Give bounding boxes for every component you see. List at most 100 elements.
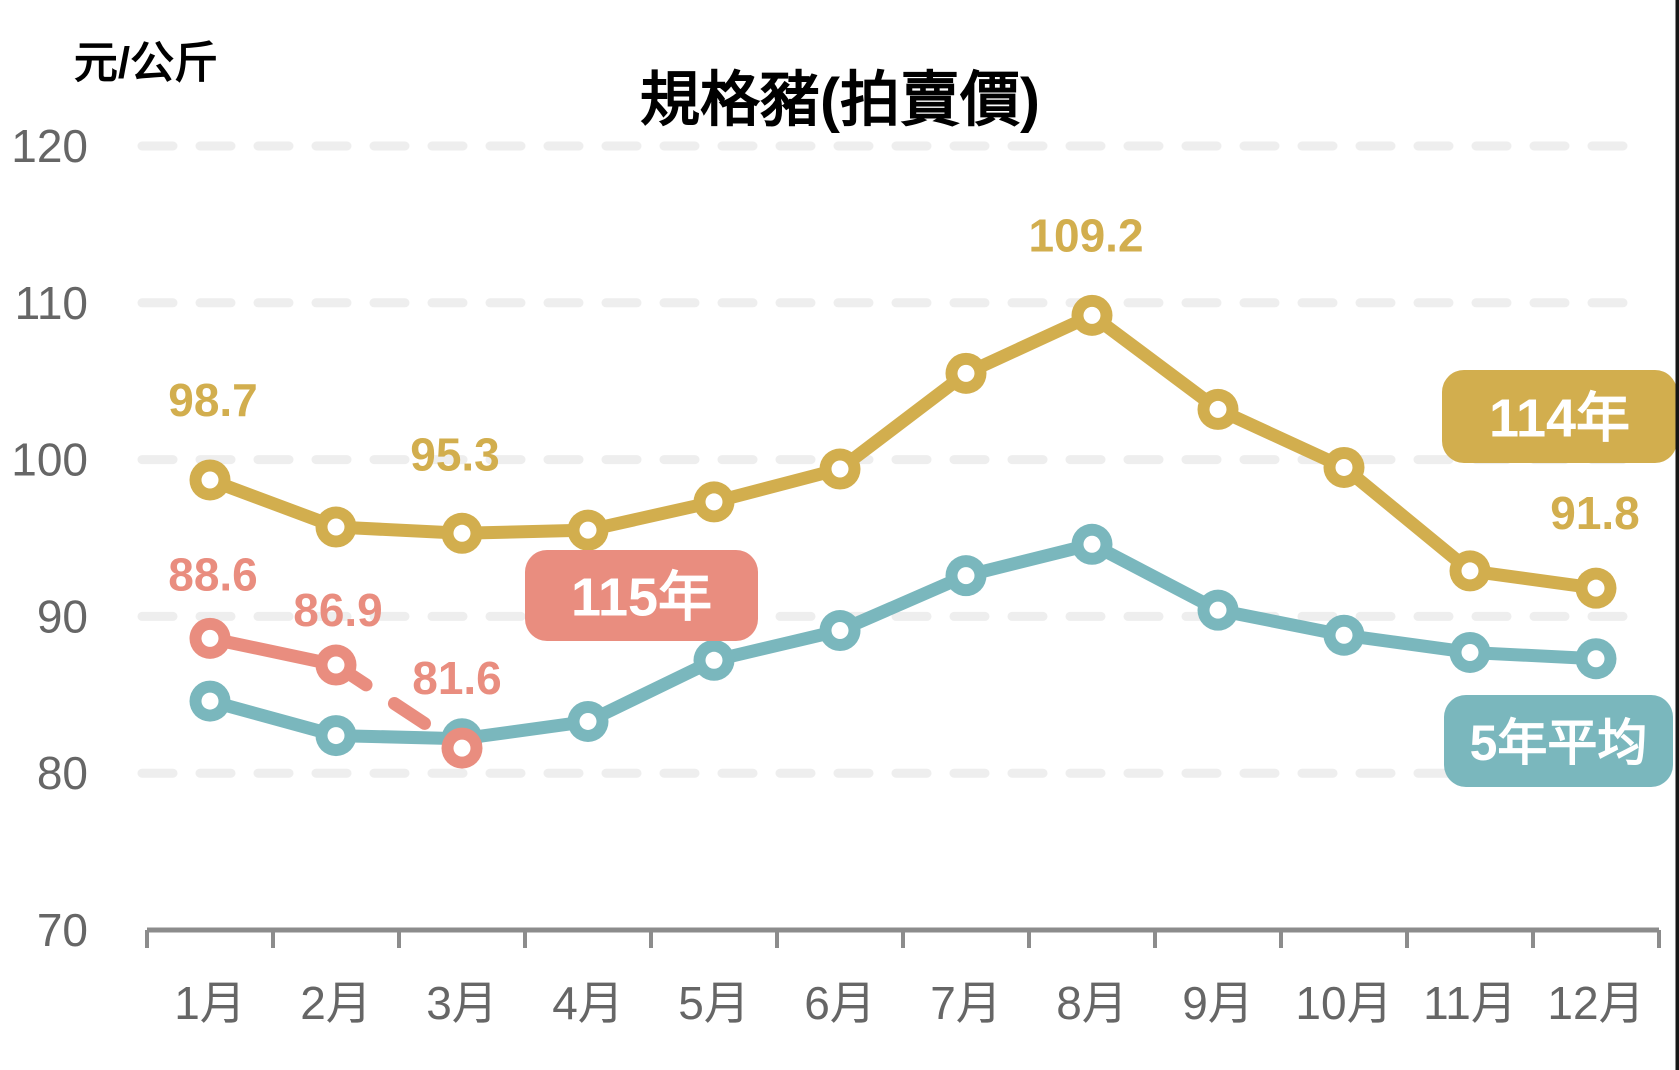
y-tick-label: 120 [11, 120, 88, 172]
legend-badge-pill [1444, 695, 1673, 787]
series-segment [203, 631, 343, 672]
data-point-marker-hole [957, 567, 975, 585]
series-segment [203, 694, 343, 743]
data-point-marker-hole [1209, 400, 1227, 418]
series-y114 [189, 294, 1617, 609]
legend-badge-label: 5年平均 [1470, 715, 1648, 771]
data-point-marker-hole [1209, 601, 1227, 619]
legend-badge-y115: 115年 [525, 550, 758, 641]
series-segment [707, 624, 847, 667]
point-value-label: 95.3 [410, 428, 500, 480]
x-tick-label: 12月 [1547, 977, 1644, 1029]
y-tick-label: 100 [11, 434, 88, 486]
data-point-marker-hole [1083, 535, 1101, 553]
series-segment [329, 520, 469, 540]
series-segment [1085, 537, 1225, 617]
legend-badge-label: 114年 [1489, 389, 1630, 449]
data-point-marker-hole [579, 521, 597, 539]
point-value-label: 81.6 [412, 652, 502, 704]
right-edge-border-line [1675, 0, 1679, 1070]
x-tick-label: 9月 [1182, 977, 1254, 1029]
data-point-marker-hole [201, 629, 219, 647]
series-segment [1337, 628, 1477, 659]
y-axis-unit-label: 元/公斤 [74, 39, 218, 88]
series-segment [1211, 402, 1351, 474]
series-segment [203, 473, 343, 534]
data-point-marker-hole [1587, 650, 1605, 668]
legend-badge-pill [525, 550, 758, 641]
x-axis-labels: 1月 2月 3月 4月 5月 6月 7月 8月 9月 10月 11月 12月 [174, 977, 1644, 1029]
series-segment [1211, 603, 1351, 642]
y-tick-label: 90 [37, 590, 88, 642]
data-point-marker-hole [1587, 579, 1605, 597]
data-point-marker-hole [957, 364, 975, 382]
data-point-marker-hole [1461, 562, 1479, 580]
legend-badges: 115年 114年 5年平均 [525, 370, 1677, 787]
series-segment [1463, 564, 1603, 595]
x-tick-label: 8月 [1056, 977, 1128, 1029]
x-tick-label: 6月 [804, 977, 876, 1029]
series-avg5 [189, 523, 1617, 760]
gridlines [137, 141, 1655, 778]
series-segment [581, 495, 721, 537]
x-tick-label: 1月 [174, 977, 246, 1029]
data-point-marker-hole [453, 524, 471, 542]
series-segment [1085, 308, 1225, 416]
series-segment [959, 308, 1099, 380]
y-tick-label: 110 [15, 277, 88, 329]
series-segment [581, 653, 721, 728]
data-point-marker-hole [1083, 306, 1101, 324]
series-segment [1337, 460, 1477, 578]
series-segment [455, 523, 595, 540]
data-point-marker-hole [831, 622, 849, 640]
data-point-marker-hole [327, 727, 345, 745]
point-value-label: 88.6 [168, 548, 258, 600]
x-tick-label: 10月 [1295, 977, 1392, 1029]
point-value-label: 91.8 [1550, 487, 1640, 539]
y-axis-labels: 120 110 100 90 80 70 [11, 120, 88, 956]
data-point-marker-hole [831, 460, 849, 478]
series-segment-dashed [329, 658, 469, 755]
series-y115 [189, 617, 483, 769]
data-point-marker-hole [201, 471, 219, 489]
y-tick-label: 80 [37, 747, 88, 799]
legend-badge-avg5: 5年平均 [1444, 695, 1673, 787]
data-point-marker-hole [1335, 626, 1353, 644]
x-tick-label: 11月 [1423, 977, 1517, 1029]
series-segment [707, 462, 847, 509]
series-segment [959, 537, 1099, 583]
data-point-marker-hole [201, 692, 219, 710]
point-value-label: 109.2 [1028, 209, 1143, 261]
series-segment [833, 366, 973, 476]
right-edge-border [1675, 0, 1679, 1070]
legend-badge-pill [1442, 370, 1677, 463]
data-point-marker-hole [327, 656, 345, 674]
x-tick-label: 5月 [678, 977, 750, 1029]
data-point-marker-hole [453, 739, 471, 757]
x-tick-label: 2月 [300, 977, 372, 1029]
x-tick-label: 3月 [426, 977, 498, 1029]
legend-badge-label: 115年 [571, 568, 712, 628]
x-axis [145, 927, 1661, 948]
data-point-marker-hole [327, 518, 345, 536]
series-segment [329, 729, 469, 746]
data-point-marker-hole [1461, 643, 1479, 661]
data-point-marker-hole [705, 651, 723, 669]
data-point-marker-hole [579, 712, 597, 730]
series-segment [833, 569, 973, 638]
data-point-marker-hole [705, 493, 723, 511]
legend-badge-y114: 114年 [1442, 370, 1677, 463]
value-labels: 88.6 86.9 81.6 98.7 95.3 109.2 91.8 [168, 209, 1640, 704]
chart-title: 規格豬(拍賣價) [640, 67, 1040, 134]
data-point-marker-hole [1335, 458, 1353, 476]
y-tick-label: 70 [37, 904, 88, 956]
series-segment [1463, 645, 1603, 666]
series-segment [455, 714, 595, 746]
point-value-label: 98.7 [168, 374, 258, 426]
x-tick-label: 7月 [930, 977, 1002, 1029]
x-tick-label: 4月 [552, 977, 624, 1029]
series-group [189, 294, 1617, 769]
point-value-label: 86.9 [293, 584, 383, 636]
